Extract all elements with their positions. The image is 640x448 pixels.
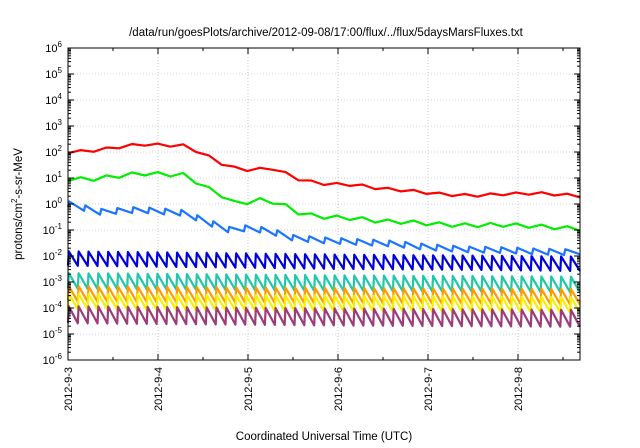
y-tick-label: 10-6 — [43, 352, 63, 367]
series-line — [66, 200, 581, 257]
x-tick-label: 2012-9-6 — [333, 367, 345, 411]
y-axis-label: protons/cm2-s-sr-MeV — [10, 148, 25, 260]
series-lines — [66, 142, 581, 328]
x-tick-label: 2012-9-5 — [243, 367, 255, 411]
y-tick-label: 106 — [45, 40, 62, 55]
chart-title: /data/run/goesPlots/archive/2012-09-08/1… — [129, 27, 524, 39]
y-tick-label: 104 — [45, 92, 62, 107]
y-tick-label: 10-4 — [43, 300, 63, 315]
axis-ticks — [67, 47, 580, 361]
y-tick-label: 100 — [45, 196, 62, 211]
y-tick-label: 10-3 — [43, 274, 63, 289]
y-tick-label: 105 — [45, 66, 62, 81]
x-tick-label: 2012-9-8 — [513, 367, 525, 411]
y-tick-label: 10-1 — [43, 222, 63, 237]
y-tick-label: 10-5 — [43, 326, 63, 341]
x-tick-label: 2012-9-7 — [423, 367, 435, 411]
y-tick-label: 103 — [45, 118, 62, 133]
y-tick-label: 102 — [45, 144, 62, 159]
series-line — [66, 305, 581, 328]
x-tick-labels: 2012-9-3 2012-9-4 2012-9-5 2012-9-6 2012-9-7… — [63, 367, 525, 411]
series-line — [67, 171, 581, 232]
y-tick-label: 10-2 — [43, 248, 63, 263]
series-line — [67, 142, 581, 199]
x-axis-label: Coordinated Universal Time (UTC) — [236, 431, 413, 443]
x-tick-label: 2012-9-4 — [153, 367, 165, 411]
x-tick-label: 2012-9-3 — [63, 367, 75, 411]
y-tick-labels: 10-6 10-5 10-4 10-3 10-2 10-1 100 101 102 103 104 1… — [43, 40, 63, 367]
y-tick-label: 101 — [45, 170, 62, 185]
series-line — [66, 250, 581, 272]
